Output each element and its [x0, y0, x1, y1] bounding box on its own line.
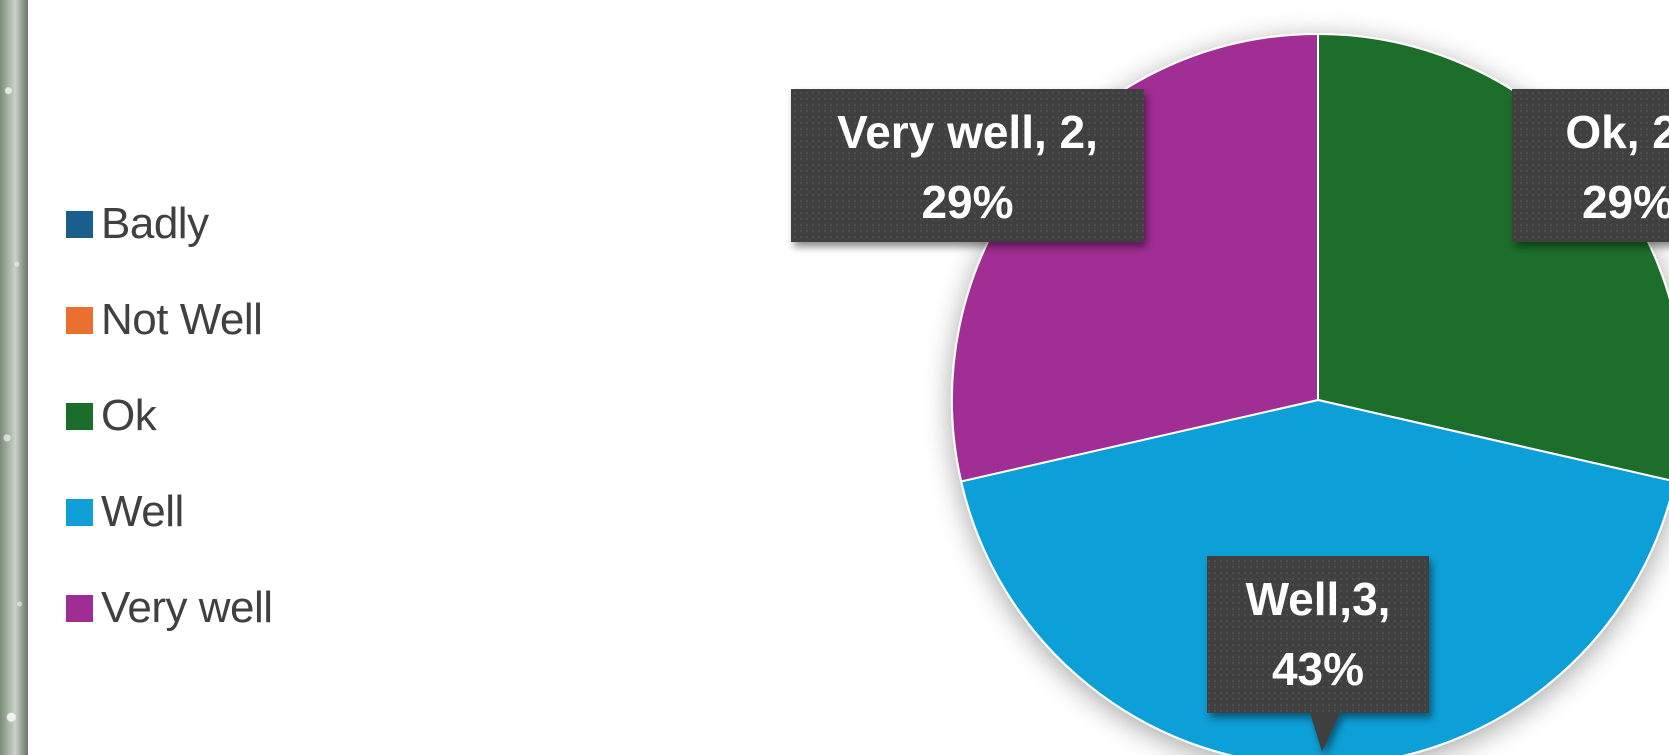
- data-label-text: 29%: [921, 176, 1013, 228]
- data-label-text: Very well, 2,: [837, 106, 1098, 158]
- data-label-text: Ok, 2,: [1565, 106, 1669, 158]
- data-label-text: 29%: [1582, 176, 1669, 228]
- data-label-very-well: Very well, 2, 29%: [791, 89, 1144, 242]
- data-label-text: Well,3,: [1246, 573, 1391, 625]
- data-label-ok: Ok, 2, 29%: [1512, 89, 1669, 242]
- data-label-text: 43%: [1272, 643, 1364, 695]
